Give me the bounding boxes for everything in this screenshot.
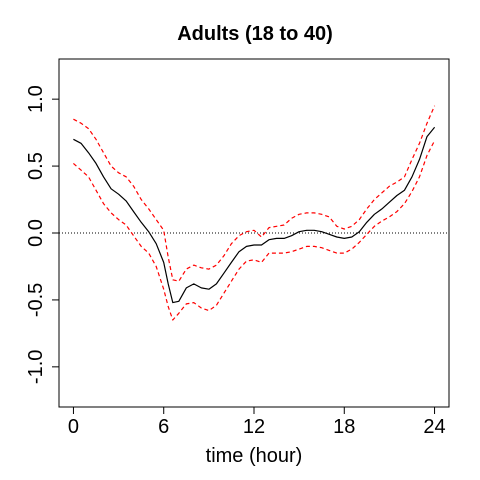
x-tick-label: 0 bbox=[68, 416, 79, 438]
y-tick-label: 0.0 bbox=[25, 219, 47, 247]
chart-title: Adults (18 to 40) bbox=[177, 23, 333, 45]
y-tick-label: 1.0 bbox=[25, 85, 47, 113]
x-tick-label: 12 bbox=[243, 416, 265, 438]
x-axis: 0 6 12 18 24 bbox=[68, 406, 446, 438]
y-tick-label: -0.5 bbox=[25, 283, 47, 317]
x-tick-label: 18 bbox=[333, 416, 355, 438]
upper-band-line bbox=[73, 105, 436, 282]
estimate-line bbox=[73, 126, 436, 304]
y-tick-label: 0.5 bbox=[25, 152, 47, 180]
series-layer bbox=[73, 105, 436, 321]
x-tick-label: 24 bbox=[423, 416, 445, 438]
y-tick-label: -1.0 bbox=[25, 350, 47, 384]
lower-band-line bbox=[73, 140, 436, 321]
x-axis-label: time (hour) bbox=[206, 445, 303, 467]
y-axis: -1.0 -0.5 0.0 0.5 1.0 bbox=[25, 85, 60, 384]
x-tick-label: 6 bbox=[158, 416, 169, 438]
